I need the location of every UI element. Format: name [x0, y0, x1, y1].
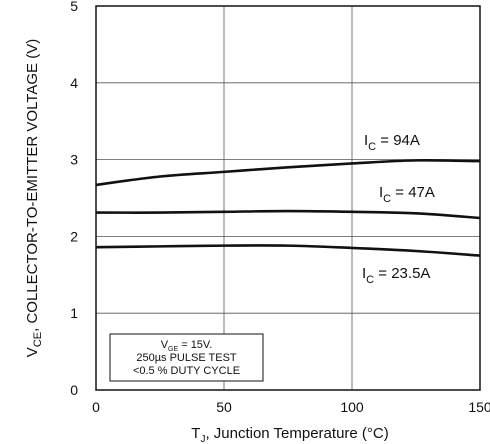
series-line-1	[95, 209, 481, 220]
test-conditions-line-3: <0.5 % DUTY CYCLE	[133, 365, 240, 377]
test-conditions-line-1: VGE = 15V.	[161, 339, 213, 353]
x-axis-title-main: T	[191, 425, 200, 442]
series-label-23-5a-sub: C	[366, 274, 374, 286]
plot-frame	[95, 5, 481, 391]
series-label-94a: IC = 94A	[364, 132, 420, 153]
series-label-94a-sub: C	[368, 141, 376, 153]
y-tick-label: 3	[70, 152, 78, 168]
series-line-0	[95, 158, 481, 187]
y-tick-label: 5	[70, 0, 78, 14]
test-conditions-vge-main: V	[161, 339, 169, 351]
y-tick-label: 1	[70, 305, 78, 321]
test-conditions-box: VGE = 15V. 250µs PULSE TEST <0.5 % DUTY …	[109, 333, 264, 382]
x-axis-title-rest: , Junction Temperature (°C)	[205, 425, 388, 442]
x-tick-label: 100	[340, 399, 364, 415]
x-tick-label: 50	[216, 399, 232, 415]
series-line-2	[95, 244, 481, 257]
y-tick-labels: 0 1 2 3 4 5	[70, 0, 78, 398]
y-axis-title: VCE, COLLECTOR-TO-EMITTER VOLTAGE (V)	[24, 39, 44, 357]
y-axis-title-main: V	[24, 347, 41, 357]
series-label-94a-main: I	[364, 132, 368, 149]
plot-border	[95, 5, 481, 391]
test-conditions-vge-rest: = 15V.	[178, 339, 212, 351]
series-label-23-5a-rest: = 23.5A	[374, 265, 430, 282]
x-axis-title: TJ, Junction Temperature (°C)	[191, 425, 388, 444]
test-conditions-frame	[109, 333, 264, 382]
x-tick-label: 150	[468, 399, 490, 415]
series-label-47a: IC = 47A	[379, 184, 435, 205]
y-tick-label: 0	[70, 382, 78, 398]
y-tick-label: 2	[70, 228, 78, 244]
series-label-23-5a-main: I	[362, 265, 366, 282]
series-label-23-5a: IC = 23.5A	[362, 265, 430, 286]
x-tick-labels: 0 50 100 150	[92, 399, 490, 415]
series-label-47a-main: I	[379, 184, 383, 201]
series-lines	[95, 158, 481, 257]
series-label-47a-sub: C	[383, 193, 391, 205]
y-axis-title-rest: , COLLECTOR-TO-EMITTER VOLTAGE (V)	[24, 39, 41, 332]
x-tick-label: 0	[92, 399, 100, 415]
test-conditions-vge-sub: GE	[168, 346, 178, 353]
series-label-47a-rest: = 47A	[391, 184, 435, 201]
y-axis-title-sub: CE	[32, 332, 44, 347]
test-conditions-line-2: 250µs PULSE TEST	[136, 352, 237, 364]
series-label-94a-rest: = 94A	[376, 132, 420, 149]
grid	[96, 6, 480, 390]
x-axis-title-sub: J	[200, 434, 205, 444]
y-tick-label: 4	[70, 75, 78, 91]
